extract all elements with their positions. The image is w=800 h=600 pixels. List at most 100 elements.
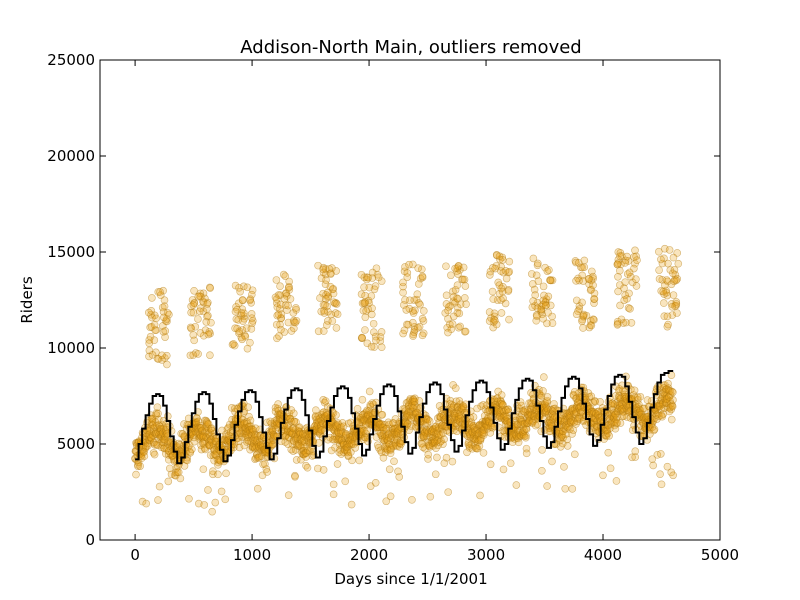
scatter-point <box>284 318 293 327</box>
scatter-point <box>463 448 471 457</box>
scatter-point <box>628 453 636 462</box>
y-axis-label: Riders <box>18 276 36 324</box>
scatter-point <box>625 289 633 298</box>
scatter-point <box>655 247 663 256</box>
scatter-points <box>131 244 683 516</box>
scatter-point <box>402 306 411 314</box>
scatter-point <box>247 325 256 333</box>
scatter-point <box>199 297 207 305</box>
scatter-point <box>368 399 377 407</box>
scatter-point <box>205 283 214 292</box>
scatter-point <box>543 393 552 401</box>
y-tick-label: 10000 <box>47 339 95 357</box>
scatter-point <box>442 291 451 300</box>
scatter-point <box>522 425 531 434</box>
scatter-point <box>284 491 293 500</box>
scatter-point <box>200 501 209 509</box>
scatter-point <box>449 293 458 301</box>
scatter-point <box>161 327 170 335</box>
scatter-point <box>314 464 322 473</box>
scatter-point <box>672 300 681 308</box>
scatter-point <box>292 456 301 464</box>
scatter-point <box>243 344 252 353</box>
scatter-point <box>664 259 672 268</box>
scatter-point <box>333 460 342 468</box>
scatter-point <box>669 253 678 262</box>
scatter-point <box>344 419 353 428</box>
scatter-point <box>623 270 632 278</box>
scatter-point <box>164 477 173 486</box>
scatter-point <box>285 277 293 286</box>
scatter-point <box>332 267 340 275</box>
scatter-point <box>491 316 499 325</box>
scatter-point <box>155 482 164 491</box>
scatter-point <box>669 291 678 299</box>
scatter-point <box>433 453 441 462</box>
scatter-point <box>665 246 674 254</box>
scatter-point <box>542 301 550 309</box>
scatter-point <box>319 327 328 335</box>
scatter-point <box>372 336 380 345</box>
scatter-point <box>563 442 572 450</box>
scatter-point <box>461 282 470 290</box>
scatter-point <box>488 264 497 272</box>
scatter-point <box>367 342 376 351</box>
scatter-point <box>424 450 433 459</box>
scatter-point <box>532 271 541 280</box>
scatter-point <box>404 320 413 329</box>
scatter-point <box>539 387 547 395</box>
scatter-point <box>167 427 176 435</box>
scatter-point <box>460 275 469 284</box>
scatter-point <box>531 291 540 299</box>
scatter-point <box>444 488 452 496</box>
scatter-point <box>660 244 669 253</box>
scatter-point <box>575 414 584 423</box>
x-tick-label: 2000 <box>350 546 388 564</box>
scatter-point <box>362 307 370 315</box>
plot-frame <box>99 59 721 541</box>
scatter-point <box>303 463 312 472</box>
scatter-point <box>657 480 666 489</box>
scatter-point <box>660 312 669 320</box>
scatter-point <box>504 405 513 414</box>
scatter-point <box>321 397 330 405</box>
scatter-point <box>589 281 597 290</box>
scatter-point <box>560 463 568 471</box>
scatter-point <box>208 507 216 516</box>
scatter-point <box>650 425 659 434</box>
scatter-point <box>563 435 572 444</box>
scatter-point <box>627 318 636 327</box>
scatter-point <box>273 311 282 320</box>
x-axis-label: Days since 1/1/2001 <box>334 570 487 588</box>
scatter-point <box>538 466 546 475</box>
scatter-point <box>414 264 423 273</box>
scatter-point <box>418 314 427 323</box>
x-tick-label: 3000 <box>467 546 505 564</box>
scatter-point <box>368 268 377 277</box>
scatter-point <box>657 255 665 264</box>
scatter-point <box>357 334 366 342</box>
scatter-point <box>596 397 604 406</box>
scatter-point <box>187 445 196 454</box>
scatter-point <box>659 287 668 296</box>
scatter-point <box>439 440 447 448</box>
scatter-point <box>206 351 214 359</box>
scatter-point <box>162 317 170 325</box>
scatter-point <box>622 318 630 327</box>
scatter-point <box>413 290 422 298</box>
scatter-point <box>416 300 424 309</box>
scatter-point <box>672 276 681 285</box>
scatter-point <box>435 430 443 439</box>
scatter-point <box>572 296 581 305</box>
scatter-point <box>497 267 505 275</box>
scatter-point <box>150 336 159 345</box>
scatter-point <box>164 412 172 421</box>
scatter-point <box>488 287 497 296</box>
scatter-point <box>292 304 300 312</box>
scatter-point <box>281 272 290 280</box>
scatter-point <box>343 448 352 457</box>
scatter-point <box>613 317 622 326</box>
scatter-point <box>572 258 580 267</box>
scatter-point <box>361 326 369 334</box>
scatter-point <box>203 300 211 308</box>
